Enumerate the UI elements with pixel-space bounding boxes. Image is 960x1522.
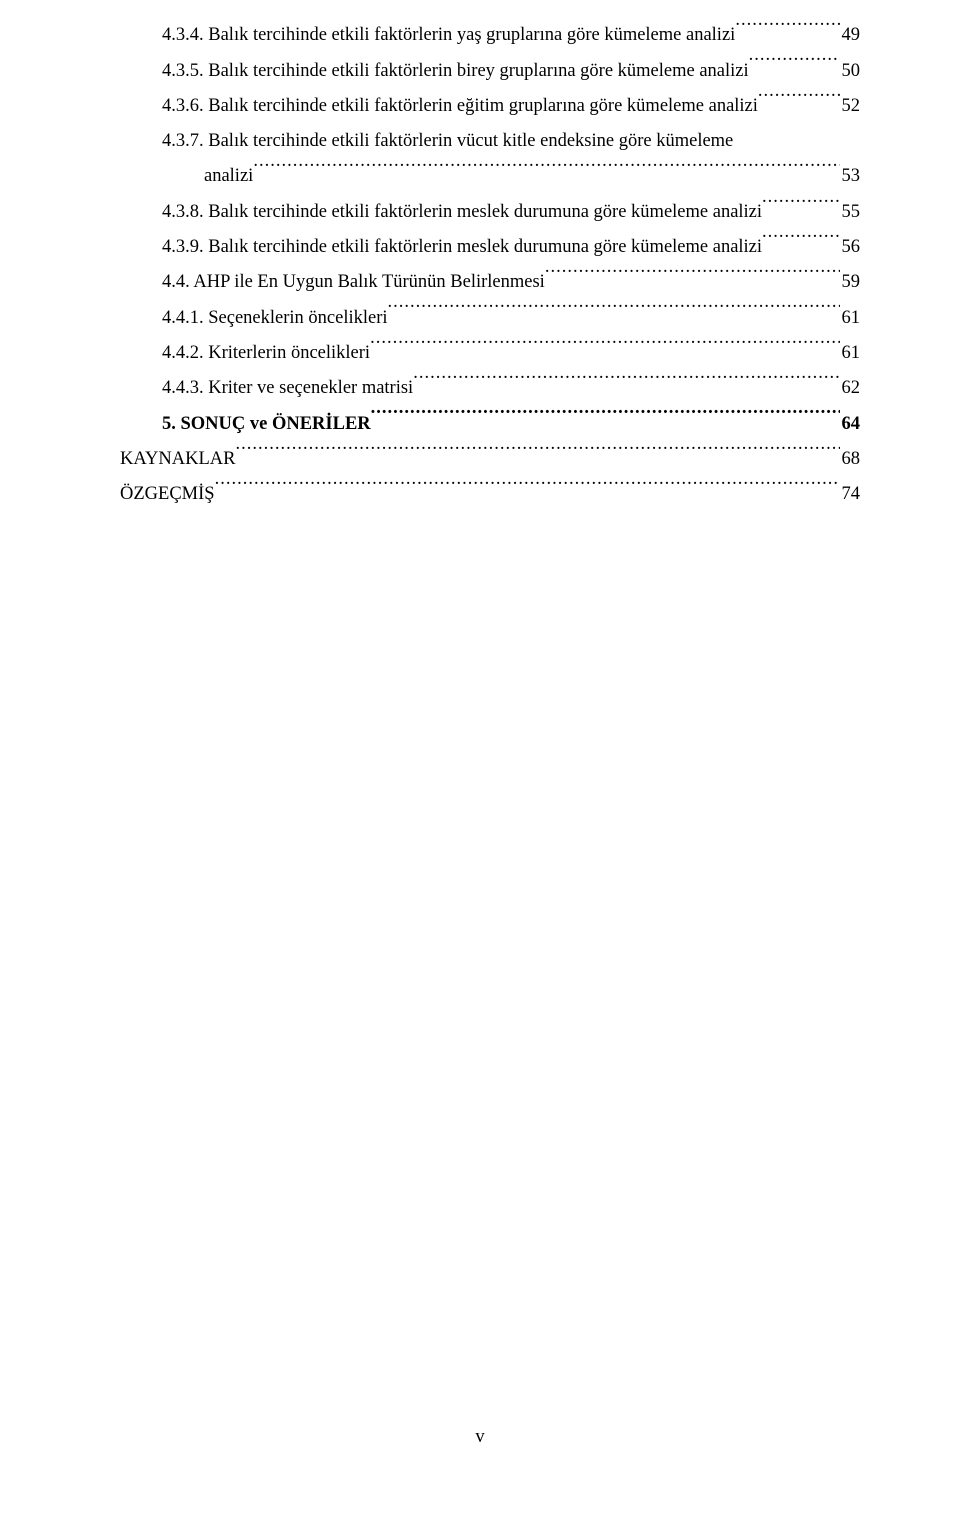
toc-leader bbox=[253, 159, 839, 181]
toc-text: 5. SONUÇ ve ÖNERİLER bbox=[162, 407, 371, 442]
toc-entry: 4.4.3. Kriter ve seçenekler matrisi 62 bbox=[120, 371, 860, 406]
toc-entry: 4.3.6. Balık tercihinde etkili faktörler… bbox=[120, 89, 860, 124]
toc-leader bbox=[215, 477, 840, 499]
toc-leader bbox=[370, 336, 839, 358]
toc-leader bbox=[735, 18, 839, 40]
toc-page-number: 52 bbox=[840, 89, 861, 124]
toc-leader bbox=[758, 89, 840, 111]
toc-entry: 4.4.1. Seçeneklerin öncelikleri 61 bbox=[120, 300, 860, 335]
toc-entry: 5. SONUÇ ve ÖNERİLER 64 bbox=[120, 406, 860, 441]
toc-text-continuation: analizi bbox=[204, 159, 253, 194]
toc-leader bbox=[762, 194, 839, 216]
page-number-label: v bbox=[475, 1427, 484, 1447]
toc-entry: 4.3.9. Balık tercihinde etkili faktörler… bbox=[120, 230, 860, 265]
toc-text: 4.4.2. Kriterlerin öncelikleri bbox=[162, 336, 370, 371]
toc-leader bbox=[413, 371, 839, 393]
toc-leader bbox=[371, 406, 840, 428]
toc-leader bbox=[762, 230, 839, 252]
toc-page-number: 62 bbox=[840, 371, 861, 406]
toc-text: 4.3.9. Balık tercihinde etkili faktörler… bbox=[162, 230, 762, 265]
toc-page-number: 61 bbox=[840, 301, 861, 336]
toc-text: 4.3.6. Balık tercihinde etkili faktörler… bbox=[162, 89, 758, 124]
toc-text: 4.4.1. Seçeneklerin öncelikleri bbox=[162, 301, 388, 336]
toc-entry: 4.3.7. Balık tercihinde etkili faktörler… bbox=[120, 124, 860, 159]
toc-entry: 4.3.4. Balık tercihinde etkili faktörler… bbox=[120, 18, 860, 53]
toc-text: 4.3.8. Balık tercihinde etkili faktörler… bbox=[162, 195, 762, 230]
toc-entry: 4.4.2. Kriterlerin öncelikleri 61 bbox=[120, 336, 860, 371]
toc-page-number: 50 bbox=[840, 54, 861, 89]
page-footer: v bbox=[0, 1427, 960, 1448]
toc-leader bbox=[388, 300, 840, 322]
toc-leader bbox=[749, 53, 840, 75]
toc-text: 4.3.7. Balık tercihinde etkili faktörler… bbox=[162, 124, 733, 159]
toc-page-number: 74 bbox=[840, 477, 861, 512]
toc-entry: 4.3.5. Balık tercihinde etkili faktörler… bbox=[120, 53, 860, 88]
toc-page-number: 64 bbox=[840, 407, 861, 442]
toc-text: 4.4.3. Kriter ve seçenekler matrisi bbox=[162, 371, 413, 406]
toc-page-number: 55 bbox=[840, 195, 861, 230]
document-page: 4.3.4. Balık tercihinde etkili faktörler… bbox=[0, 0, 960, 1522]
toc-page-number: 68 bbox=[840, 442, 861, 477]
toc-entry: 4.3.8. Balık tercihinde etkili faktörler… bbox=[120, 194, 860, 229]
toc-page-number: 53 bbox=[840, 159, 861, 194]
toc-leader bbox=[235, 442, 839, 464]
toc-page-number: 49 bbox=[840, 18, 861, 53]
toc-text: KAYNAKLAR bbox=[120, 442, 235, 477]
toc-entry: ÖZGEÇMİŞ 74 bbox=[120, 477, 860, 512]
toc-page-number: 61 bbox=[840, 336, 861, 371]
toc-entry: KAYNAKLAR 68 bbox=[120, 442, 860, 477]
toc-entry-continuation: analizi 53 bbox=[120, 159, 860, 194]
toc-page-number: 56 bbox=[840, 230, 861, 265]
toc-text: 4.3.4. Balık tercihinde etkili faktörler… bbox=[162, 18, 735, 53]
toc-leader bbox=[545, 265, 840, 287]
toc-page-number: 59 bbox=[840, 265, 861, 300]
toc-text: 4.4. AHP ile En Uygun Balık Türünün Beli… bbox=[162, 265, 545, 300]
toc-text: 4.3.5. Balık tercihinde etkili faktörler… bbox=[162, 54, 749, 89]
toc-text: ÖZGEÇMİŞ bbox=[120, 477, 215, 512]
toc-entry: 4.4. AHP ile En Uygun Balık Türünün Beli… bbox=[120, 265, 860, 300]
